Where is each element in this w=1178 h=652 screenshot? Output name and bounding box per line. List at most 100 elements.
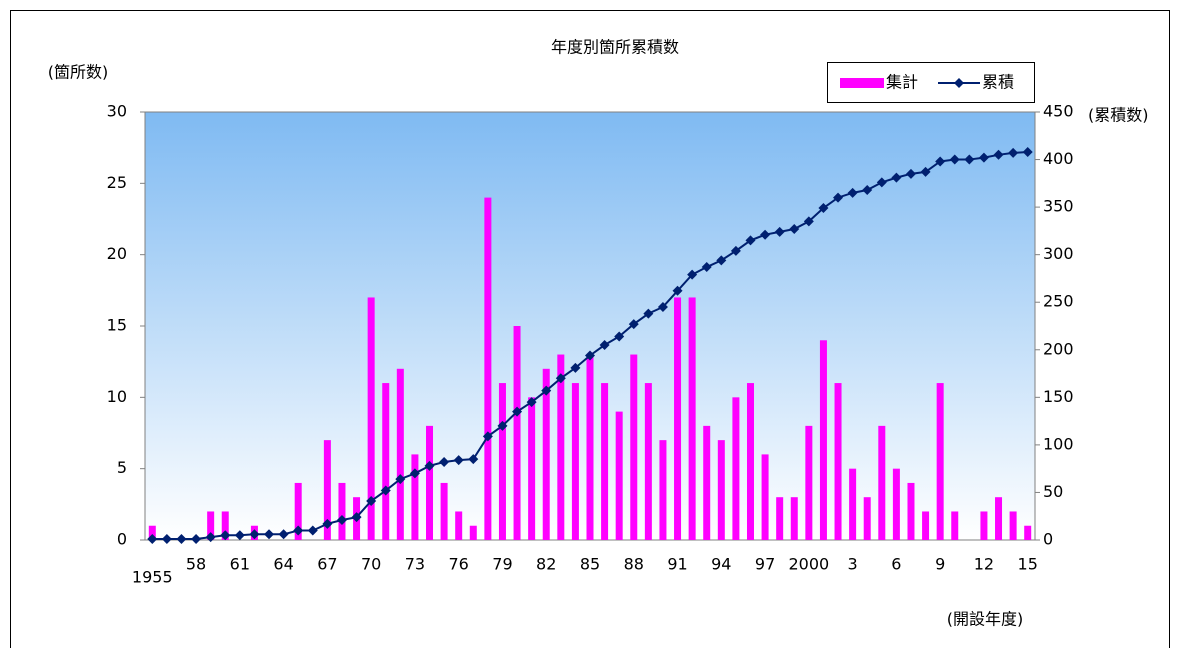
bar xyxy=(892,468,900,540)
line-marker xyxy=(760,229,771,240)
line-marker xyxy=(920,166,931,177)
line-marker xyxy=(512,406,523,417)
line-marker xyxy=(949,154,960,165)
x-tick-label: 3 xyxy=(848,555,858,574)
line-marker xyxy=(468,454,479,465)
x-tick-label: 88 xyxy=(624,555,644,574)
y-tick-label: 15 xyxy=(107,316,127,335)
bar xyxy=(426,425,434,540)
x-tick-label: 85 xyxy=(580,555,600,574)
bar xyxy=(221,511,229,540)
bar xyxy=(455,511,463,540)
x-tick-label: 61 xyxy=(230,555,250,574)
bar xyxy=(790,497,798,540)
bar xyxy=(382,383,390,540)
x-tick-label: 1955 xyxy=(132,568,173,587)
y2-tick-label: 300 xyxy=(1043,244,1074,263)
bar xyxy=(951,511,959,540)
x-tick-label: 70 xyxy=(361,555,381,574)
line-marker xyxy=(599,340,610,351)
line-marker xyxy=(249,529,260,540)
line-marker xyxy=(380,485,391,496)
bar xyxy=(148,525,156,540)
bar xyxy=(367,297,375,540)
line-marker xyxy=(555,373,566,384)
y-tick-label: 25 xyxy=(107,173,127,192)
bar xyxy=(936,383,944,540)
y-axis-label: (箇所数) xyxy=(48,63,109,82)
bar xyxy=(323,440,331,540)
y2-tick-label: 0 xyxy=(1043,530,1053,549)
line-marker xyxy=(585,350,595,361)
line-marker xyxy=(628,319,639,330)
bar xyxy=(644,383,652,540)
line-marker xyxy=(293,525,304,536)
line-marker xyxy=(687,269,698,280)
line-marker xyxy=(1022,146,1033,157)
line-marker xyxy=(205,532,216,543)
line-marker xyxy=(745,235,756,246)
x-tick-label: 97 xyxy=(755,555,775,574)
line-marker xyxy=(818,203,829,214)
line-marker xyxy=(307,525,318,536)
x-tick-label: 2000 xyxy=(788,555,829,574)
bar xyxy=(1009,511,1017,540)
y2-tick-label: 150 xyxy=(1043,387,1074,406)
x-tick-label: 12 xyxy=(974,555,994,574)
bar xyxy=(528,397,536,540)
line-marker xyxy=(964,154,975,165)
x-tick-label: 6 xyxy=(891,555,901,574)
line-marker xyxy=(424,460,435,471)
line-marker xyxy=(643,308,654,319)
line-marker xyxy=(147,534,158,545)
bar xyxy=(849,468,857,540)
line-marker xyxy=(322,518,333,529)
y-tick-label: 10 xyxy=(107,387,127,406)
line-marker xyxy=(336,515,347,526)
bar xyxy=(761,454,769,540)
line-marker xyxy=(803,216,814,227)
bar xyxy=(717,440,725,540)
line-marker xyxy=(614,331,625,342)
line-marker xyxy=(395,474,406,485)
line-marker xyxy=(789,223,800,234)
line-marker xyxy=(716,255,727,266)
line-marker xyxy=(453,455,464,466)
x-tick-label: 73 xyxy=(405,555,425,574)
bar xyxy=(674,297,682,540)
line-marker xyxy=(570,362,581,373)
y2-tick-label: 400 xyxy=(1043,149,1074,168)
y-tick-label: 0 xyxy=(117,530,127,549)
x-tick-label: 64 xyxy=(273,555,293,574)
y2-tick-label: 100 xyxy=(1043,434,1074,453)
y2-tick-label: 250 xyxy=(1043,292,1074,311)
bar xyxy=(863,497,871,540)
bar xyxy=(294,482,302,540)
x-tick-label: 94 xyxy=(711,555,731,574)
line-marker xyxy=(1008,147,1019,158)
chart-title: 年度別箇所累積数 xyxy=(551,38,679,57)
line-marker xyxy=(905,168,916,179)
line-marker xyxy=(657,301,668,312)
line-marker xyxy=(701,262,712,273)
line-marker xyxy=(439,457,450,468)
x-tick-label: 9 xyxy=(935,555,945,574)
line-marker xyxy=(234,530,245,541)
line-marker xyxy=(176,534,187,545)
bar xyxy=(484,197,492,540)
line-marker xyxy=(672,285,683,296)
y2-axis-label: (累積数) xyxy=(1088,106,1149,125)
line-marker xyxy=(191,534,202,545)
bar xyxy=(557,354,565,540)
bar xyxy=(207,511,215,540)
line-marker xyxy=(847,187,858,198)
line-marker xyxy=(409,468,420,479)
y-tick-label: 30 xyxy=(107,102,127,121)
legend-marker xyxy=(954,78,964,88)
line-marker xyxy=(993,149,1004,160)
line-marker xyxy=(935,156,946,167)
x-axis-label: (開設年度) xyxy=(947,610,1024,629)
bar xyxy=(469,525,477,540)
bar xyxy=(498,383,506,540)
bar xyxy=(995,497,1003,540)
